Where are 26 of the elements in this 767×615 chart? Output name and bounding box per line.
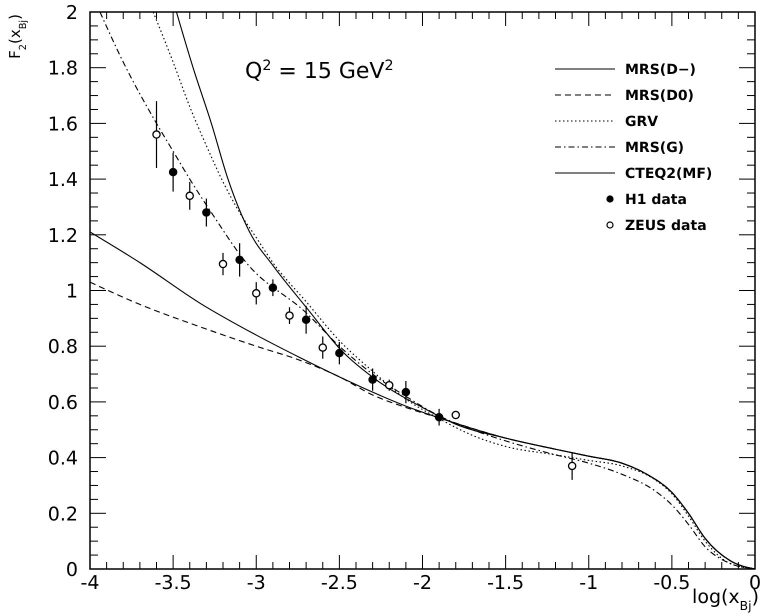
y-tick-label: 0.4 [48, 448, 78, 470]
legend-label: GRV [625, 114, 658, 130]
legend-label: MRS(D−) [625, 62, 696, 78]
x-tick-label: -4 [80, 572, 100, 594]
x-tick-label: -3.5 [154, 572, 192, 594]
y-tick-label: 1.2 [48, 224, 78, 247]
y-tick-label: 1.6 [48, 113, 78, 136]
x-tick-label: -0.5 [653, 572, 690, 594]
x-tick-label: -1 [579, 572, 598, 594]
legend-label: MRS(D0) [625, 88, 694, 104]
legend-label: CTEQ2(MF) [625, 166, 712, 182]
y-tick-label: 0.8 [48, 336, 78, 358]
x-tick-label: -2.5 [320, 572, 358, 594]
x-tick-label: -2 [413, 572, 432, 594]
y-tick-label: 0.2 [48, 503, 78, 526]
x-tick-label: -3 [246, 572, 266, 594]
legend-label: H1 data [625, 192, 687, 208]
text: Q$^{2}$ = 15 GeV$^{2}$ [245, 58, 394, 84]
y-tick-label: 1.4 [48, 169, 78, 192]
y-tick-label: 0.6 [48, 392, 78, 414]
y-tick-label: 1 [66, 280, 78, 302]
legend-label: ZEUS data [625, 218, 707, 234]
y-tick-label: 1.8 [48, 58, 78, 80]
legend-label: MRS(G) [625, 140, 684, 156]
x-tick-label: -1.5 [487, 572, 524, 594]
y-tick-label: 2 [66, 2, 78, 24]
